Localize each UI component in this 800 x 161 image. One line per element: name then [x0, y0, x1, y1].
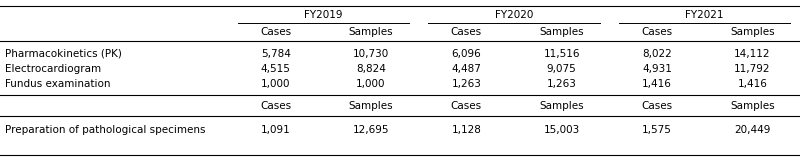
Text: Pharmacokinetics (PK): Pharmacokinetics (PK) — [5, 49, 122, 59]
Text: 1,263: 1,263 — [451, 79, 482, 89]
Text: Cases: Cases — [260, 101, 291, 111]
Text: 4,487: 4,487 — [451, 64, 482, 74]
Text: Samples: Samples — [349, 27, 394, 37]
Text: Cases: Cases — [642, 27, 673, 37]
Text: Samples: Samples — [349, 101, 394, 111]
Text: Cases: Cases — [450, 27, 482, 37]
Text: Electrocardiogram: Electrocardiogram — [5, 64, 101, 74]
Text: 6,096: 6,096 — [451, 49, 482, 59]
Text: Preparation of pathological specimens: Preparation of pathological specimens — [5, 125, 206, 135]
Text: Samples: Samples — [730, 27, 774, 37]
Text: 1,000: 1,000 — [356, 79, 386, 89]
Text: 9,075: 9,075 — [546, 64, 577, 74]
Text: 5,784: 5,784 — [261, 49, 290, 59]
Text: 4,931: 4,931 — [642, 64, 672, 74]
Text: 8,824: 8,824 — [356, 64, 386, 74]
Text: 1,263: 1,263 — [546, 79, 577, 89]
Text: 1,000: 1,000 — [261, 79, 290, 89]
Text: 11,516: 11,516 — [543, 49, 580, 59]
Text: 14,112: 14,112 — [734, 49, 770, 59]
Text: Fundus examination: Fundus examination — [5, 79, 110, 89]
Text: Cases: Cases — [642, 101, 673, 111]
Text: 8,022: 8,022 — [642, 49, 672, 59]
Text: 15,003: 15,003 — [543, 125, 580, 135]
Text: 1,416: 1,416 — [642, 79, 672, 89]
Text: FY2021: FY2021 — [686, 10, 724, 20]
Text: FY2019: FY2019 — [304, 10, 342, 20]
Text: 11,792: 11,792 — [734, 64, 770, 74]
Text: 10,730: 10,730 — [353, 49, 389, 59]
Text: 1,416: 1,416 — [738, 79, 767, 89]
Text: Cases: Cases — [450, 101, 482, 111]
Text: 20,449: 20,449 — [734, 125, 770, 135]
Text: Samples: Samples — [539, 101, 584, 111]
Text: Samples: Samples — [539, 27, 584, 37]
Text: 1,091: 1,091 — [261, 125, 290, 135]
Text: FY2020: FY2020 — [495, 10, 533, 20]
Text: 1,128: 1,128 — [451, 125, 482, 135]
Text: 12,695: 12,695 — [353, 125, 390, 135]
Text: Samples: Samples — [730, 101, 774, 111]
Text: Cases: Cases — [260, 27, 291, 37]
Text: 1,575: 1,575 — [642, 125, 672, 135]
Text: 4,515: 4,515 — [261, 64, 290, 74]
